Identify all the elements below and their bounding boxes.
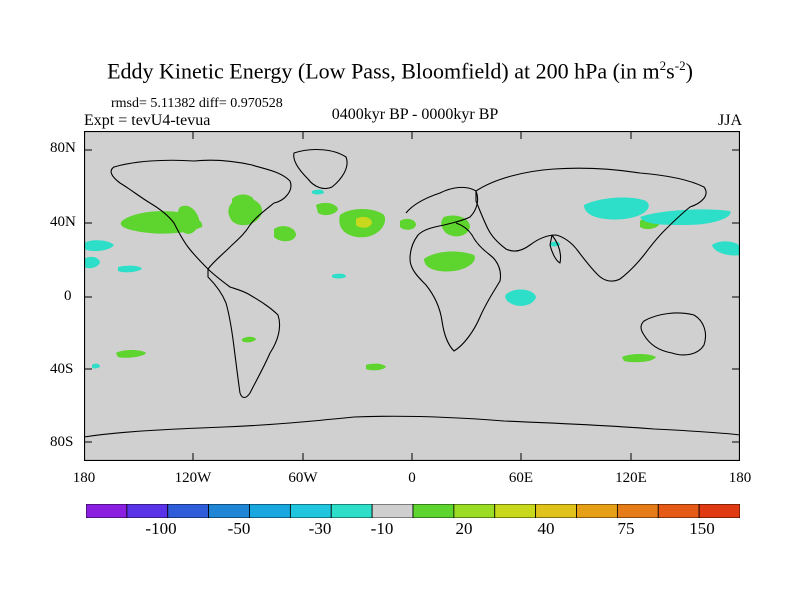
positive-patch (424, 251, 475, 272)
negative-patch (84, 256, 100, 269)
positive-patch (400, 218, 416, 230)
positive-patch (274, 226, 296, 242)
positive-patch (622, 354, 656, 363)
colorbar-label: 150 (689, 519, 715, 538)
positive-patch (441, 215, 470, 237)
lon-label: 60E (508, 470, 534, 486)
colorbar-swatch (412, 504, 455, 518)
map-frame (84, 131, 740, 461)
lat-label: 40S (50, 361, 74, 377)
negative-patch (92, 363, 100, 369)
colorbar-label: -10 (370, 519, 394, 538)
map-background (84, 131, 740, 461)
colorbar-swatch (576, 504, 618, 518)
colorbar-swatch (494, 504, 537, 518)
colorbar-swatch (330, 504, 373, 518)
lon-label: 120E (615, 470, 647, 486)
colorbar-swatch (535, 504, 577, 518)
negative-patch (84, 240, 114, 252)
map-panel (84, 131, 740, 461)
positive-patch-core (356, 216, 372, 228)
colorbar-swatch (616, 504, 659, 518)
positive-patch (366, 363, 386, 371)
negative-patch (312, 189, 324, 195)
lon-label: 0 (408, 470, 416, 486)
colorbar-swatch (167, 504, 210, 518)
negative-patch (712, 241, 740, 256)
colorbar-swatch (698, 504, 740, 518)
positive-patch (177, 205, 200, 234)
axis-ticks (84, 131, 740, 461)
lat-label: 80N (50, 140, 76, 156)
colorbar-swatch (249, 504, 291, 518)
period-label: 0400kyr BP - 0000kyr BP (331, 106, 499, 123)
colorbar-label: -50 (227, 519, 251, 538)
lon-label: 180 (728, 470, 752, 486)
positive-patch (116, 350, 146, 358)
stats-text: rmsd= 5.11382 diff= 0.970528 (111, 96, 283, 111)
colorbar-label: 20 (455, 519, 473, 538)
experiment-label: Expt = tevU4-tevua (84, 112, 211, 129)
colorbar-label: -100 (145, 519, 177, 538)
negative-patch (118, 265, 142, 273)
negative-patch (584, 197, 649, 220)
lat-label: 40N (50, 214, 76, 230)
colorbar-swatch (86, 504, 128, 518)
season-label: JJA (717, 112, 742, 129)
lat-label: 80S (50, 434, 74, 450)
colorbar-label: 75 (617, 519, 635, 538)
colorbar (86, 504, 740, 518)
colorbar-swatch (657, 504, 700, 518)
positive-patch (316, 202, 338, 216)
positive-patch (242, 336, 256, 343)
lon-label: 60W (288, 470, 318, 486)
colorbar-label: -30 (308, 519, 332, 538)
negative-patch (332, 273, 346, 279)
anomaly-patches (116, 194, 660, 371)
lon-label: 180 (72, 470, 96, 486)
colorbar-swatch (371, 504, 414, 518)
negative-patch (640, 209, 731, 225)
lat-label: 0 (64, 288, 72, 304)
colorbar-swatch (453, 504, 496, 518)
lon-label: 120W (174, 470, 212, 486)
negative-patch (505, 289, 536, 306)
colorbar-swatch (208, 504, 250, 518)
colorbar-swatch (289, 504, 332, 518)
coastlines (84, 148, 740, 438)
colorbar-label: 40 (537, 519, 555, 538)
negative-patches (84, 189, 740, 369)
colorbar-swatch (126, 504, 169, 518)
positive-patch (232, 194, 254, 206)
chart-title: Eddy Kinetic Energy (Low Pass, Bloomfiel… (107, 58, 693, 84)
